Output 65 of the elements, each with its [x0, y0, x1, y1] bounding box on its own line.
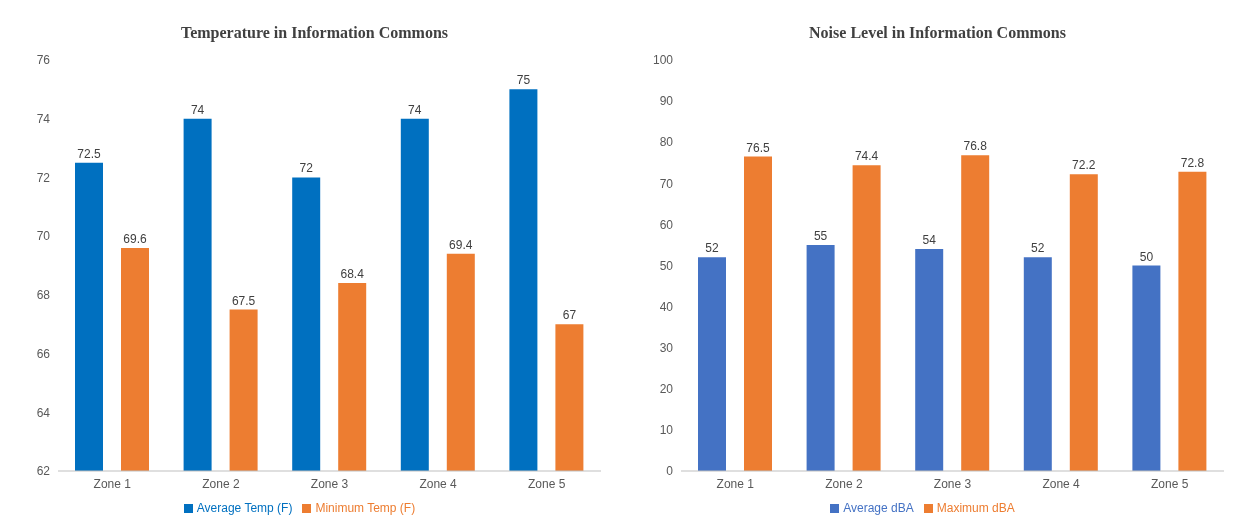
data-label: 72.5 — [77, 146, 101, 161]
y-tick-label: 62 — [36, 464, 51, 479]
bar — [1023, 257, 1052, 471]
data-label: 76.5 — [746, 140, 770, 155]
y-tick-label: 0 — [666, 464, 674, 479]
bar — [1132, 265, 1161, 471]
y-tick-label: 64 — [36, 405, 51, 420]
y-tick-label: 10 — [659, 423, 674, 438]
y-tick-label: 66 — [36, 346, 51, 361]
data-label: 76.8 — [963, 139, 988, 154]
bar — [915, 249, 944, 471]
y-tick-label: 100 — [652, 53, 674, 68]
data-label: 72 — [299, 161, 314, 176]
data-label: 67 — [562, 308, 577, 323]
legend-label: Average Temp (F) — [196, 501, 293, 515]
y-tick-label: 20 — [659, 382, 674, 397]
bar — [806, 244, 835, 471]
x-tick-label: Zone 1 — [716, 476, 755, 491]
y-tick-label: 60 — [659, 217, 674, 232]
bar — [1178, 171, 1207, 471]
data-label: 52 — [1031, 241, 1045, 256]
chart-title: Noise Level in Information Commons — [808, 23, 1067, 43]
y-tick-label: 74 — [36, 111, 51, 126]
data-label: 52 — [705, 241, 719, 256]
data-label: 55 — [813, 228, 828, 243]
bar — [961, 155, 990, 471]
y-tick-label: 50 — [659, 258, 674, 273]
data-label: 54 — [922, 233, 937, 248]
y-tick-label: 68 — [36, 288, 51, 303]
data-label: 69.6 — [123, 231, 147, 246]
bar — [744, 156, 772, 471]
bar — [852, 165, 881, 471]
data-label: 72.2 — [1072, 158, 1096, 173]
data-label: 68.4 — [340, 267, 365, 282]
x-tick-label: Zone 2 — [825, 476, 863, 491]
x-tick-label: Zone 2 — [202, 476, 240, 491]
data-label: 75 — [516, 73, 531, 88]
y-tick-label: 76 — [36, 53, 51, 68]
x-tick-label: Zone 1 — [93, 476, 132, 491]
x-tick-label: Zone 4 — [1042, 476, 1081, 491]
data-label: 67.5 — [231, 293, 256, 308]
x-tick-label: Zone 3 — [933, 476, 972, 491]
bar — [698, 257, 726, 471]
data-label: 74 — [408, 102, 422, 117]
data-label: 74.4 — [854, 149, 879, 164]
legend-label: Maximum dBA — [936, 501, 1015, 515]
x-tick-label: Zone 5 — [528, 476, 566, 491]
bar — [1069, 174, 1098, 471]
x-tick-label: Zone 4 — [419, 476, 458, 491]
chart-title: Temperature in Information Commons — [179, 23, 450, 44]
legend-label: Minimum Temp (F) — [315, 501, 416, 515]
x-tick-label: Zone 5 — [1151, 476, 1189, 491]
y-tick-label: 90 — [659, 94, 674, 109]
y-tick-label: 80 — [659, 135, 674, 150]
data-label: 50 — [1139, 249, 1154, 264]
legend-label: Average dBA — [843, 501, 914, 515]
data-label: 72.8 — [1180, 155, 1205, 170]
data-label: 69.4 — [449, 237, 473, 252]
y-tick-label: 40 — [659, 299, 674, 314]
y-tick-label: 72 — [36, 170, 51, 185]
y-tick-label: 70 — [36, 229, 51, 244]
data-label: 74 — [190, 102, 205, 117]
x-tick-label: Zone 3 — [310, 476, 349, 491]
y-tick-label: 70 — [659, 176, 674, 191]
y-tick-label: 30 — [659, 340, 674, 355]
